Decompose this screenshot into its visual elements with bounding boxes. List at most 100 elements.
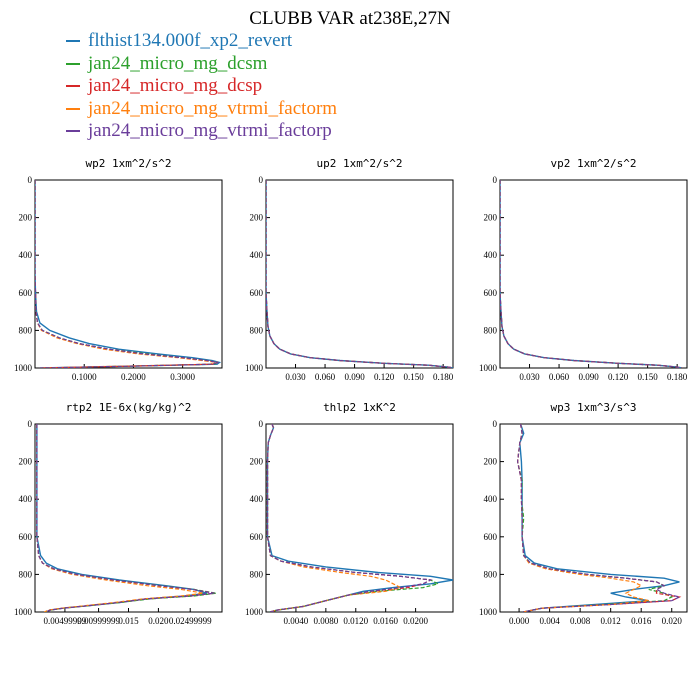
x-tick-label: 0.0200	[403, 616, 428, 626]
x-tick-label: 0.150	[404, 372, 425, 382]
x-tick-label: 0.030	[519, 372, 540, 382]
x-tick-label: 0.120	[374, 372, 395, 382]
series-line	[500, 180, 683, 368]
legend-item: jan24_micro_mg_vtrmi_factorm	[66, 98, 337, 121]
x-tick-label: 0.150	[638, 372, 659, 382]
y-tick-label: 0	[259, 175, 264, 185]
series-line	[266, 180, 453, 368]
y-tick-label: 1000	[245, 363, 264, 373]
y-tick-label: 1000	[14, 363, 33, 373]
panel-title: rtp2 1E-6x(kg/kg)^2	[66, 401, 192, 414]
plot-frame	[499, 423, 688, 613]
x-tick-label: 0.060	[315, 372, 336, 382]
series-line	[266, 424, 453, 612]
y-tick-label: 800	[484, 325, 498, 335]
chart-panel: wp3 1xm^3/s^3 0 200 400 600 800 1000 0.000 0.004…	[479, 401, 688, 626]
series-line	[266, 424, 403, 612]
y-tick-label: 800	[484, 569, 498, 579]
x-tick-label: 0.020	[148, 616, 169, 626]
y-tick-label: 1000	[479, 607, 498, 617]
y-tick-label: 600	[19, 288, 33, 298]
plot-frame	[34, 423, 223, 613]
panel-title: wp2 1xm^2/s^2	[85, 157, 171, 170]
y-tick-label: 1000	[245, 607, 264, 617]
series-line	[266, 424, 433, 612]
series-line	[519, 424, 680, 612]
plot-frame	[499, 179, 688, 369]
legend-line-icon	[66, 40, 80, 43]
y-tick-label: 200	[250, 213, 264, 223]
y-tick-label: 600	[19, 532, 33, 542]
series-line	[266, 180, 453, 368]
series-line	[516, 424, 649, 612]
y-tick-label: 0	[28, 175, 33, 185]
figure-title: CLUBB VAR at238E,27N	[249, 8, 451, 29]
series-line	[500, 180, 683, 368]
x-tick-label: 0.00999999	[77, 616, 120, 626]
x-tick-label: 0.02499999	[169, 616, 212, 626]
series-line	[266, 180, 453, 368]
series-line	[516, 424, 682, 612]
x-tick-label: 0.090	[344, 372, 365, 382]
x-tick-label: 0.0080	[313, 616, 338, 626]
y-tick-label: 200	[19, 457, 33, 467]
chart-panel: rtp2 1E-6x(kg/kg)^2 0 200 400 600 800 1000 0.00…	[14, 401, 223, 626]
legend-line-icon	[66, 107, 80, 110]
series-line	[35, 180, 218, 368]
series-line	[266, 424, 433, 612]
y-tick-label: 800	[19, 325, 33, 335]
x-tick-label: 0.0040	[284, 616, 309, 626]
y-tick-label: 200	[484, 213, 498, 223]
x-tick-label: 0.008	[570, 616, 591, 626]
x-tick-label: 0.020	[662, 616, 683, 626]
legend-label: jan24_micro_mg_vtrmi_factorp	[88, 120, 332, 142]
y-tick-label: 0	[493, 175, 498, 185]
x-tick-label: 0.030	[285, 372, 306, 382]
y-tick-label: 0	[493, 419, 498, 429]
x-tick-label: 0.120	[608, 372, 629, 382]
legend-line-icon	[66, 130, 80, 133]
series-line	[500, 180, 683, 368]
series-line	[36, 424, 204, 612]
legend-label: flthist134.000f_xp2_revert	[88, 30, 293, 52]
legend-item: flthist134.000f_xp2_revert	[66, 30, 337, 53]
y-tick-label: 400	[484, 250, 498, 260]
x-tick-label: 0.0120	[343, 616, 368, 626]
plot-frame	[265, 423, 454, 613]
chart-panel: wp2 1xm^2/s^2 0 200 400 600 800 1000 0.1000 0.20…	[14, 157, 223, 382]
series-line	[36, 424, 217, 612]
legend-label: jan24_micro_mg_vtrmi_factorm	[88, 97, 338, 119]
y-tick-label: 400	[484, 494, 498, 504]
panel-title: up2 1xm^2/s^2	[316, 157, 402, 170]
legend-line-icon	[66, 85, 80, 88]
series-line	[500, 180, 683, 368]
x-tick-label: 0.015	[118, 616, 139, 626]
legend-label: jan24_micro_mg_dcsm	[88, 52, 268, 74]
y-tick-label: 400	[19, 250, 33, 260]
x-tick-label: 0.180	[667, 372, 688, 382]
chart-panel: vp2 1xm^2/s^2 0 200 400 600 800 1000 0.030 0.060…	[479, 157, 688, 382]
y-tick-label: 400	[19, 494, 33, 504]
y-tick-label: 0	[28, 419, 33, 429]
y-tick-label: 200	[19, 213, 33, 223]
y-tick-label: 1000	[479, 363, 498, 373]
series-line	[36, 424, 208, 612]
x-tick-label: 0.012	[601, 616, 621, 626]
legend: flthist134.000f_xp2_revert jan24_micro_m…	[66, 30, 337, 143]
series-line	[516, 424, 682, 612]
y-tick-label: 600	[250, 532, 264, 542]
legend-item: jan24_micro_mg_dcsm	[66, 53, 337, 76]
x-tick-label: 0.1000	[72, 372, 97, 382]
x-tick-label: 0.2000	[121, 372, 146, 382]
chart-panel: thlp2 1xK^2 0 200 400 600 800 1000 0.0040 0.0080…	[245, 401, 454, 626]
chart-panel: up2 1xm^2/s^2 0 200 400 600 800 1000 0.030 0.060…	[245, 157, 454, 382]
legend-label: jan24_micro_mg_dcsp	[88, 75, 263, 97]
x-tick-label: 0.090	[578, 372, 599, 382]
y-tick-label: 200	[250, 457, 264, 467]
y-tick-label: 200	[484, 457, 498, 467]
y-tick-label: 600	[484, 532, 498, 542]
series-line	[500, 180, 683, 368]
x-tick-label: 0.00499999	[44, 616, 87, 626]
y-tick-label: 600	[484, 288, 498, 298]
